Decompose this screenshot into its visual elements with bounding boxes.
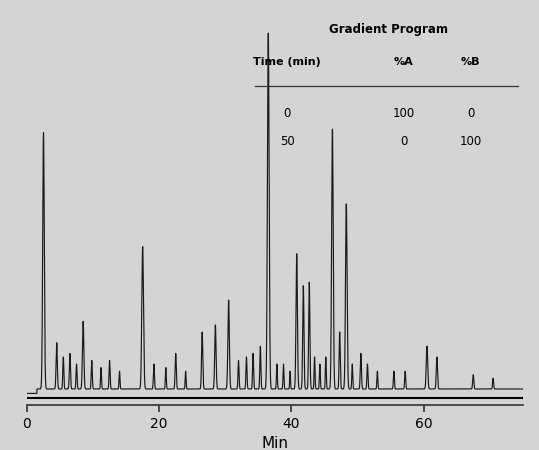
Text: 50: 50	[280, 135, 295, 148]
Text: 0: 0	[467, 108, 474, 121]
Text: Gradient Program: Gradient Program	[329, 23, 448, 36]
Text: Time (min): Time (min)	[253, 57, 321, 67]
Text: 100: 100	[393, 108, 415, 121]
Text: 0: 0	[400, 135, 407, 148]
Text: %B: %B	[461, 57, 480, 67]
Text: 100: 100	[460, 135, 482, 148]
Text: 0: 0	[284, 108, 291, 121]
X-axis label: Min: Min	[261, 436, 288, 450]
Text: %A: %A	[394, 57, 414, 67]
